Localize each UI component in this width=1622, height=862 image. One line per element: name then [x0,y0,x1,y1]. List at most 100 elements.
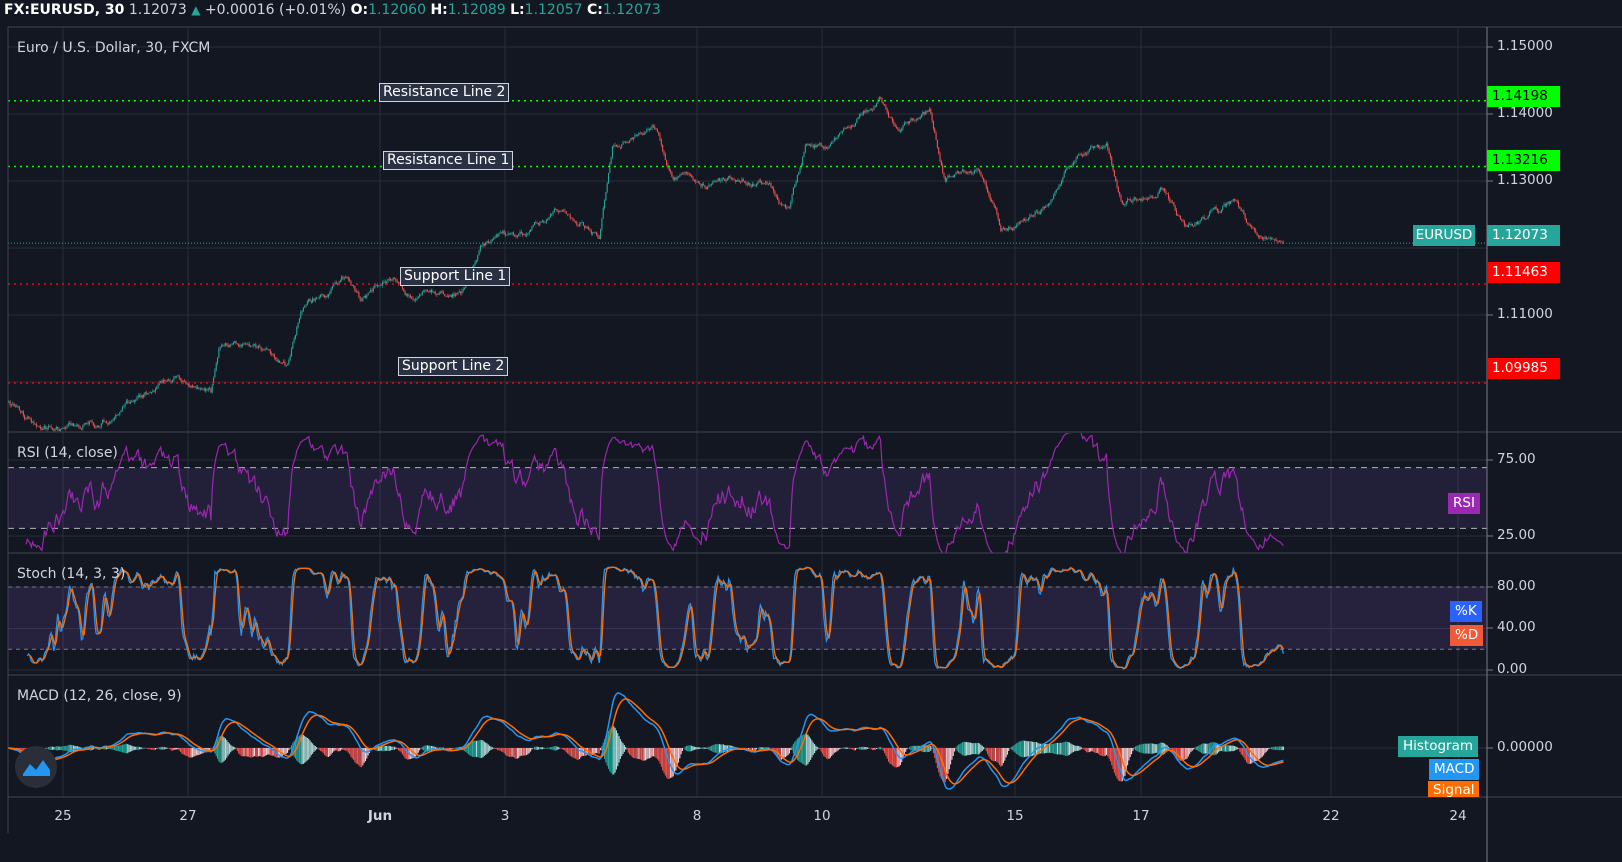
candle-body [816,145,818,148]
histogram-bar [1064,741,1067,756]
candle-body [817,144,820,146]
candle-body [457,292,459,295]
histogram-bar [210,748,212,751]
histogram-bar [798,737,800,762]
candle-body [383,281,385,283]
candle-body [1274,239,1277,241]
histogram-bar [547,747,549,749]
histogram-bar [915,745,917,751]
candle-body [610,156,612,164]
histogram-bar [119,745,121,752]
histogram-bar [808,736,810,763]
candle-body [993,203,995,207]
candle-body [1207,215,1209,219]
histogram-bar [927,744,929,752]
candle-body [506,234,508,236]
candle-body [333,283,335,287]
histogram-bar [1088,748,1090,753]
candle-body [9,401,11,406]
histogram-bar [1243,748,1245,758]
candle-body [117,414,120,416]
candle-body [549,214,551,218]
candle-body [371,289,373,291]
histogram-bar [1277,746,1279,751]
candle-body [833,138,835,141]
histogram-bar [125,743,127,754]
candle-body [948,175,950,178]
histogram-bar [1131,748,1133,755]
symbol-name: FX:EURUSD, 30 [4,2,125,18]
candle-body [923,111,925,115]
resistance-line-2-label[interactable]: Resistance Line 2 [379,83,510,102]
histogram-bar [699,747,701,749]
candle-body [1149,196,1151,199]
histogram-bar [998,748,1001,765]
histogram-bar [607,730,610,769]
candle-body [1030,215,1032,216]
candle-body [1232,199,1234,201]
candle-body [401,285,404,289]
histogram-bar [627,748,629,753]
histogram-bar [1268,748,1270,749]
candle-body [901,128,903,132]
candle-body [1123,203,1125,206]
histogram-bar [1267,748,1269,751]
histogram-bar [127,744,129,754]
close-label: C: [587,2,603,18]
candle-body [210,388,212,393]
candle-body [325,295,327,298]
candle-body [165,380,167,382]
histogram-bar [618,736,620,763]
candle-body [601,218,603,230]
histogram-bar [514,748,516,759]
histogram-bar [491,747,493,750]
candle-body [915,119,917,121]
open-value: 1.12060 [368,2,426,18]
histogram-bar [1008,748,1010,751]
histogram-bar [396,748,398,749]
candle-body [774,191,776,195]
histogram-bar [687,745,689,752]
candle-body [271,353,273,355]
candle-body [1058,186,1060,190]
histogram-bar [1265,748,1267,752]
histogram-bar [802,735,804,764]
resistance-line-1-label[interactable]: Resistance Line 1 [383,151,514,170]
candle-body [79,426,81,429]
histogram-bar [452,748,454,749]
candle-body [199,388,201,390]
candle-body [605,191,607,201]
candle-body [115,414,117,418]
histogram-bar [494,748,496,749]
candle-body [701,184,703,187]
histogram-bar [448,748,450,750]
histogram-bar [930,745,932,751]
histogram-bar [664,748,666,776]
candle-body [688,173,690,175]
histogram-bar [1178,748,1180,761]
candle-body [416,298,418,301]
support-line-2-label[interactable]: Support Line 2 [398,357,509,376]
histogram-bar [1227,745,1229,752]
stoch-k-line [26,566,1285,670]
histogram-bar [220,735,223,764]
histogram-bar [169,748,171,750]
histogram-bar [524,748,526,756]
candle-body [1214,206,1216,209]
histogram-bar [446,748,448,750]
histogram-bar [637,748,639,760]
histogram-bar [1125,748,1127,771]
histogram-bar [350,748,352,757]
support-line-1-label[interactable]: Support Line 1 [400,267,511,286]
tradingview-logo-icon[interactable] [15,746,57,788]
candle-body [1132,200,1134,203]
candle-body [255,344,257,348]
candle-body [728,175,730,179]
histogram-bar [520,748,522,756]
histogram-bar [342,748,344,750]
time-tick: 17 [1132,808,1150,824]
histogram-bar [679,748,681,759]
histogram-bar [640,748,643,760]
candle-body [1199,220,1201,222]
